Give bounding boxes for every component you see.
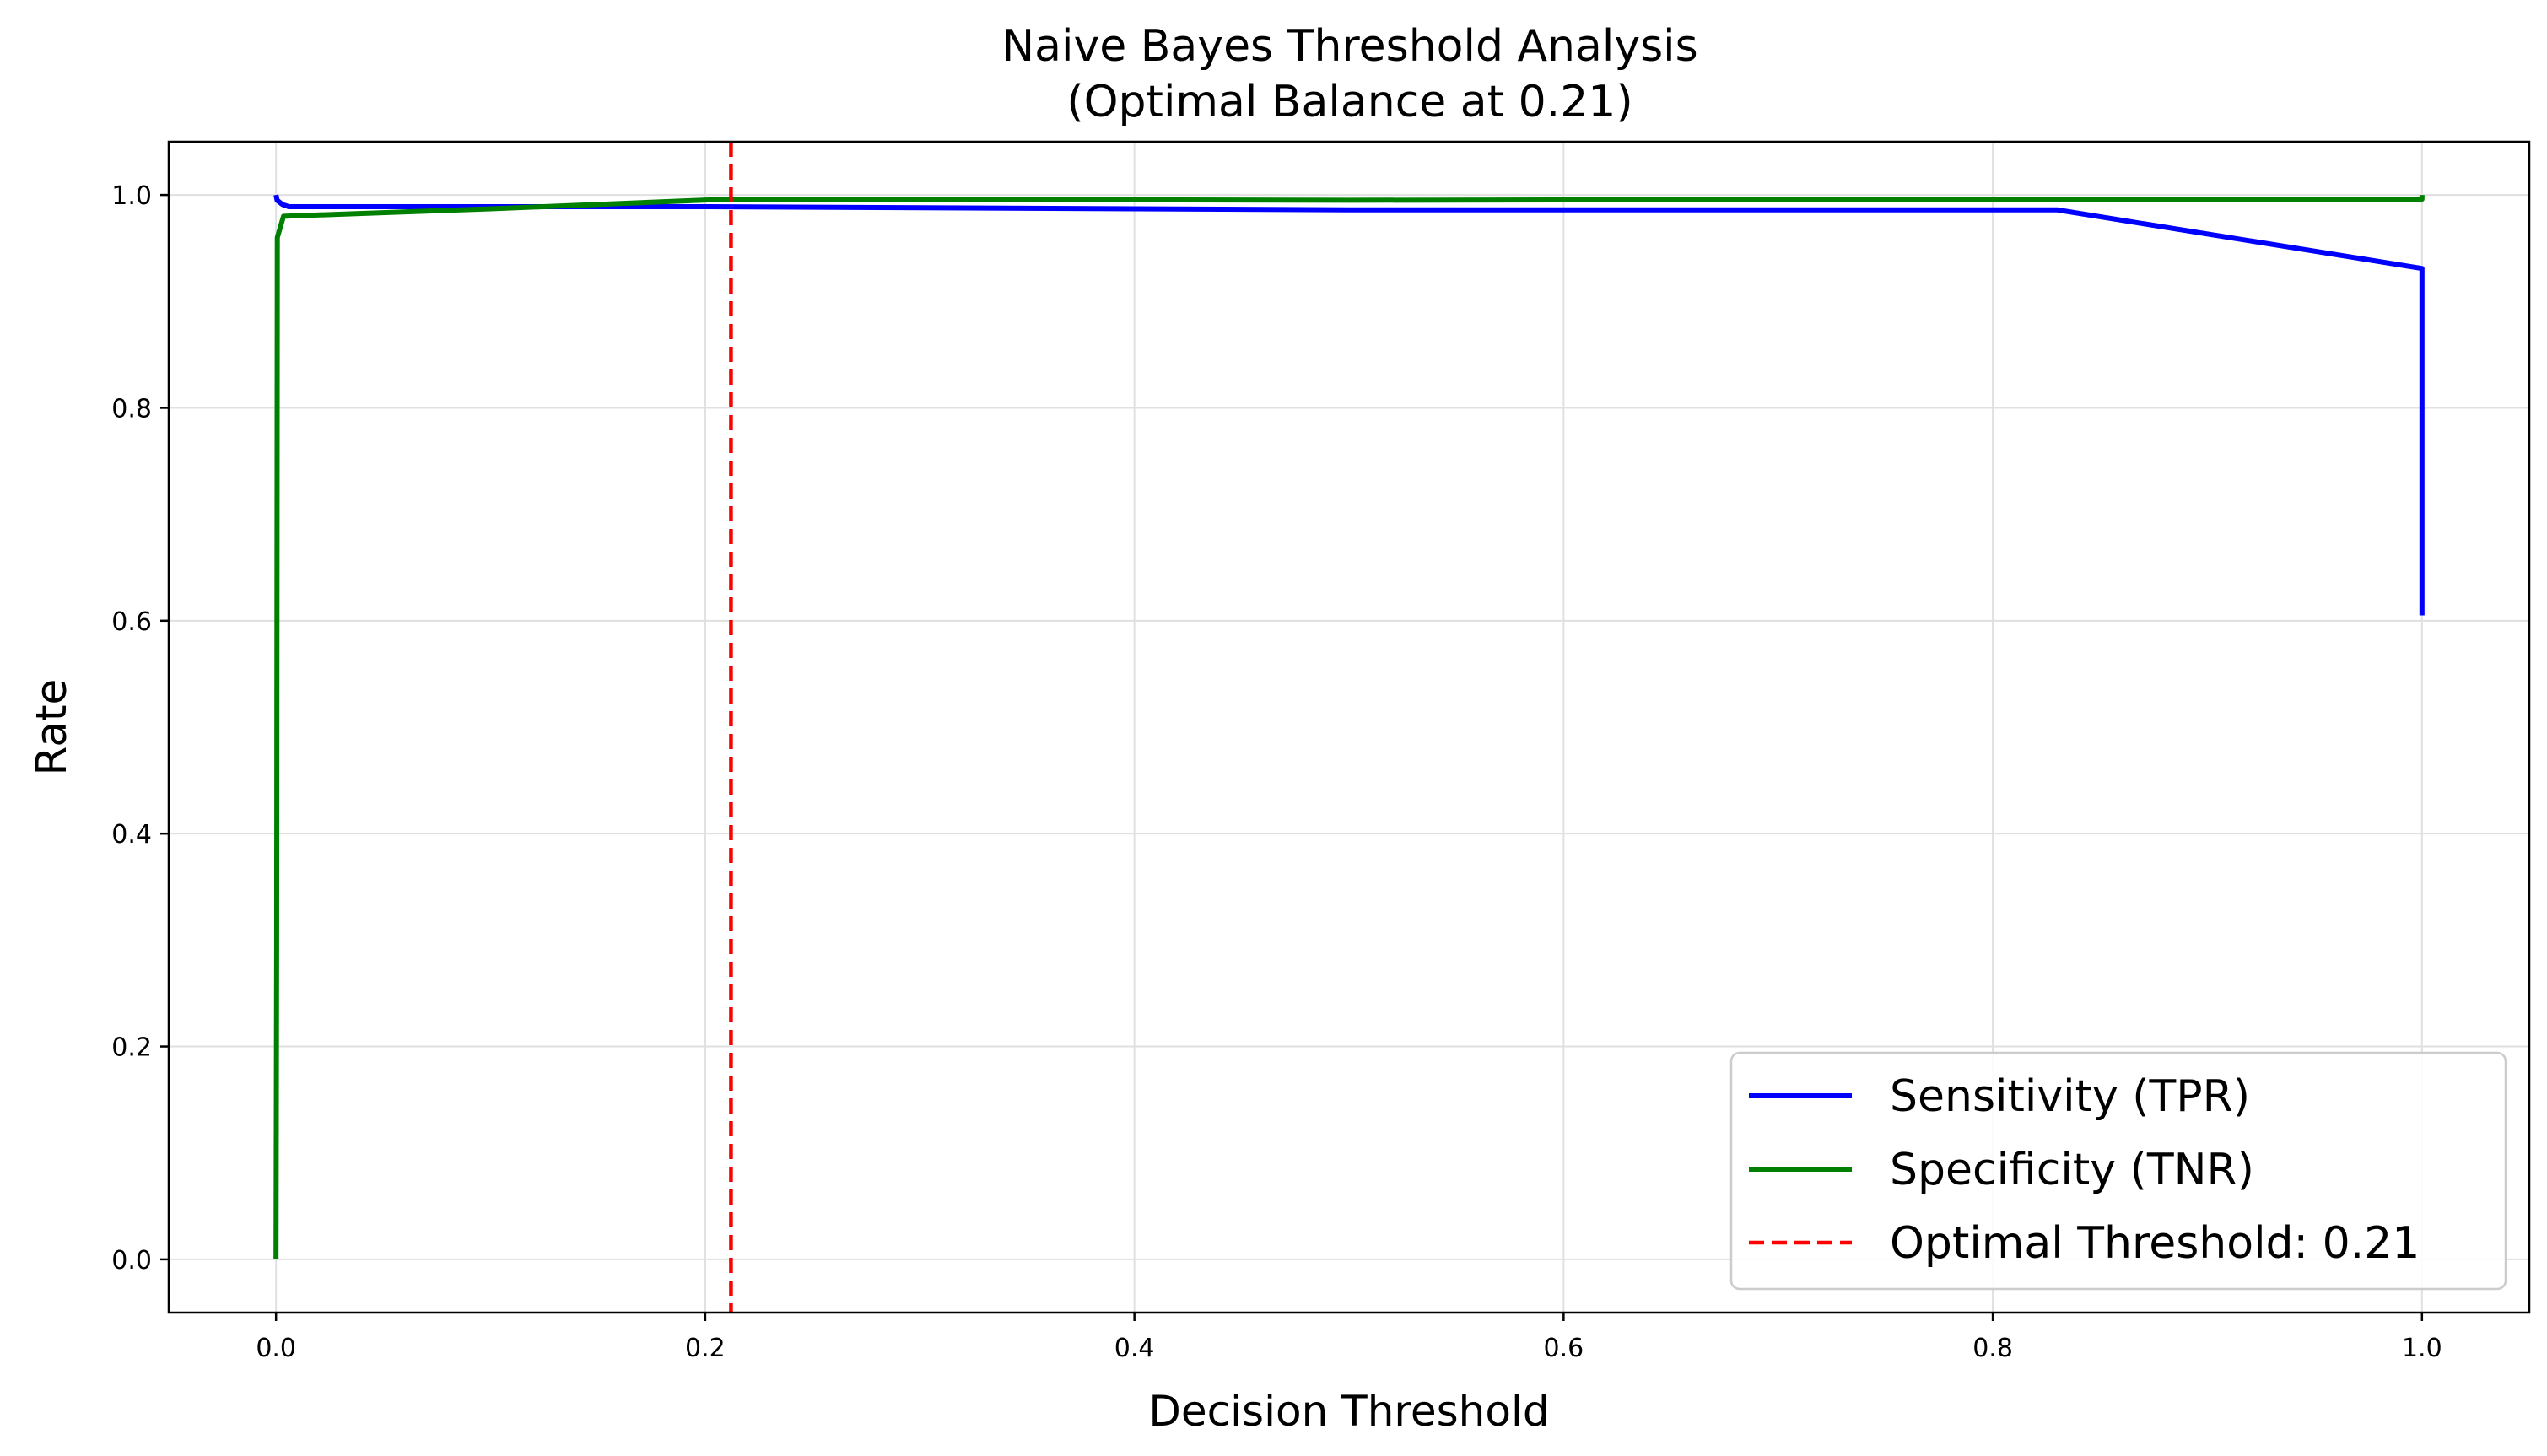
x-tick-label: 0.0 [256, 1334, 296, 1363]
x-axis-title: Decision Threshold [1148, 1387, 1549, 1436]
chart-subtitle: (Optimal Balance at 0.21) [1066, 77, 1632, 127]
legend-box [1729, 1051, 2507, 1291]
y-tick-label: 0.6 [111, 607, 152, 637]
axis-ticks: 0.0 0.2 0.4 0.6 0.8 1.0 0.0 0.2 0.4 0.6 0.8 1.0 [111, 181, 2442, 1363]
legend: Sensitivity (TPR) Specificity (TNR) Opti… [1729, 1051, 2507, 1291]
x-tick-label: 0.6 [1544, 1334, 1584, 1363]
y-axis-title: Rate [27, 679, 76, 776]
legend-label-specificity: Specificity (TNR) [1890, 1145, 2254, 1195]
y-tick-label: 0.4 [111, 820, 152, 849]
y-tick-label: 1.0 [111, 181, 152, 211]
legend-label-sensitivity: Sensitivity (TPR) [1890, 1071, 2250, 1122]
x-tick-label: 1.0 [2402, 1334, 2442, 1363]
y-tick-label: 0.0 [111, 1246, 152, 1275]
data-series [273, 142, 2425, 1313]
specificity-line [273, 195, 2425, 1259]
chart-title: Naive Bayes Threshold Analysis [1001, 21, 1697, 72]
plot-frame [167, 140, 2531, 1314]
x-tick-label: 0.8 [1972, 1334, 2013, 1363]
y-tick-label: 0.2 [111, 1033, 152, 1063]
legend-label-optimal-threshold: Optimal Threshold: 0.21 [1890, 1218, 2420, 1269]
x-tick-label: 0.2 [685, 1334, 726, 1363]
x-tick-label: 0.4 [1114, 1334, 1155, 1363]
sensitivity-line [273, 194, 2425, 616]
y-tick-label: 0.8 [111, 394, 152, 423]
